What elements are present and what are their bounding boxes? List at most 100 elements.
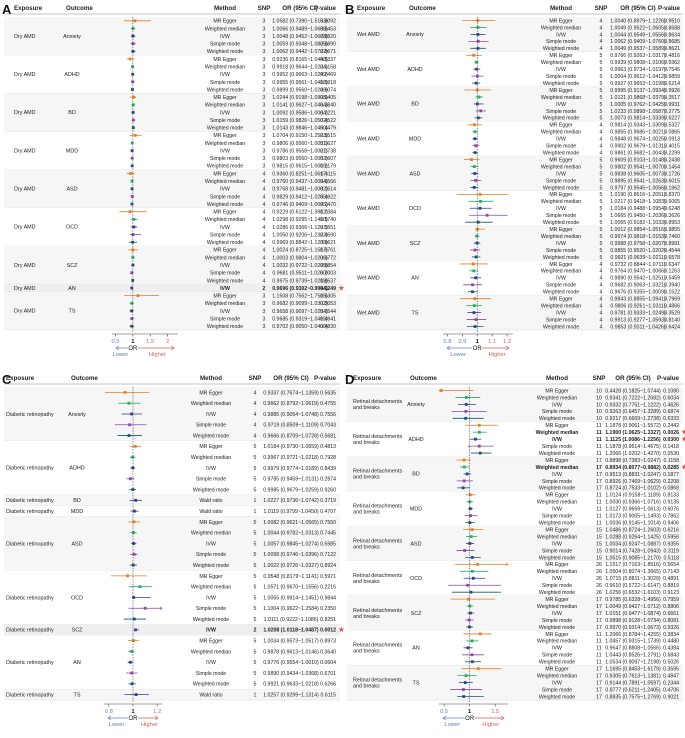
method-cell: MR Egger — [549, 192, 573, 198]
outcome-label: ADHD — [64, 72, 79, 78]
method-cell: IVW — [552, 472, 562, 478]
snp-cell: 5 — [254, 639, 257, 645]
or-ci-cell: 1.0208 (1.0118~1.0487) — [263, 628, 319, 634]
group-band — [347, 387, 683, 422]
header-or-ci: OR (95% CI) — [282, 5, 317, 12]
or-point — [471, 576, 475, 580]
or-ci-cell: 1.0124 (0.9158~1.1189) — [605, 493, 660, 499]
method-cell: Weighted mode — [207, 240, 243, 246]
or-point — [123, 390, 127, 394]
or-ci-cell: 0.9647 (0.8808~1.0566) — [605, 646, 661, 652]
or-point — [464, 402, 468, 406]
higher-label: Higher — [149, 352, 166, 358]
method-cell: MR Egger — [213, 171, 237, 177]
outcome-label: AN — [411, 276, 419, 282]
method-cell: Weighted mode — [207, 202, 243, 208]
snp-cell: 11 — [596, 639, 601, 645]
pvalue-cell: 0.7545 — [664, 67, 680, 73]
exposure-label: Diabetic retinopathy — [6, 498, 54, 504]
pvalue-cell: 0.3940 — [664, 283, 680, 289]
method-cell: Weighted mode — [207, 278, 243, 284]
or-ci-cell: 0.9305 (0.7613~1.1381) — [605, 674, 661, 680]
exposure-label: Dry AMD — [14, 148, 36, 154]
or-ci-cell: 1.0044 (0.9782~1.0313) — [263, 531, 319, 537]
header-method: Method — [200, 375, 222, 382]
header-or-ci: OR (95% CI) — [273, 375, 308, 382]
or-ci-cell: 1.0057 (0.9845~1.0274) — [263, 541, 319, 547]
or-point — [131, 118, 135, 122]
or-point — [439, 389, 443, 392]
pvalue-cell: 0.3529 — [664, 310, 680, 316]
group-band — [4, 689, 340, 700]
method-cell: Weighted mode — [207, 164, 243, 170]
group-band — [4, 387, 340, 441]
or-ci-cell: 0.9921 (0.9639~1.0211) — [610, 255, 665, 261]
or-ci-cell: 0.9732 (0.8844~1.0711) — [610, 262, 665, 268]
or-ci-cell: 0.9918 (0.9644~1.0224) — [272, 64, 328, 70]
snp-cell: 4 — [263, 202, 266, 208]
or-point — [129, 172, 133, 175]
or-point — [463, 549, 467, 552]
method-cell: Simple mode — [210, 316, 240, 322]
pvalue-cell: 0.8092 — [320, 19, 336, 25]
or-point — [469, 611, 472, 615]
x-tick-label: 1.5 — [146, 339, 154, 345]
or-ci-cell: 1.0127 (0.9659~1.0613) — [605, 507, 661, 513]
method-cell: Weighted median — [205, 103, 245, 109]
header-method: Method — [214, 5, 236, 12]
header-exposure: Exposure — [14, 5, 43, 12]
panel-a: A Exposure Outcome Method SNP OR (95% CI)P-va… — [2, 2, 345, 358]
snp-cell: 5 — [600, 95, 603, 101]
snp-cell: 1 — [254, 692, 257, 698]
method-cell: Weighted median — [191, 401, 231, 407]
pvalue-cell: 0.8973 — [320, 639, 336, 645]
exposure-label: Diabetic retinopathy — [6, 509, 54, 515]
or-ci-cell: 0.9229 (0.6122~1.3912) — [272, 210, 328, 216]
pvalue-cell: 0.4706 — [663, 687, 679, 693]
pvalue-cell: 0.9362 — [664, 60, 680, 66]
or-point — [476, 32, 480, 36]
outcome-label: AN — [73, 660, 81, 666]
pvalue-cell: 0.1263 — [664, 269, 680, 275]
or-point — [132, 552, 136, 556]
pvalue-cell: 0.2350 — [320, 606, 336, 612]
pvalue-cell: 0.2442 — [663, 423, 679, 429]
snp-cell: 4 — [600, 269, 603, 275]
snp-cell: 17 — [596, 479, 602, 485]
or-ci-cell: 0.9878 (0.9613~1.0146) — [263, 649, 319, 655]
pvalue-cell: 0.9859 — [664, 74, 680, 80]
pvalue-cell: 0.4115 — [321, 171, 337, 177]
method-cell: IVW — [556, 32, 566, 38]
or-ci-cell: 0.9658 (0.9097~1.0254) — [272, 309, 328, 315]
method-cell: Simple mode — [196, 477, 226, 483]
snp-cell: 4 — [263, 232, 266, 238]
or-point — [128, 57, 132, 61]
or-point — [464, 409, 468, 413]
header-outcome: Outcome — [71, 375, 98, 382]
or-ci-cell: 0.9217 (0.6669~1.2738) — [605, 416, 661, 422]
x-tick-label: 2 — [166, 339, 169, 345]
snp-cell: 5 — [254, 585, 257, 591]
or-point — [127, 434, 131, 437]
snp-cell: 5 — [254, 563, 257, 569]
or-point — [476, 562, 479, 566]
method-cell: Weighted mode — [207, 49, 243, 55]
method-cell: Weighted median — [205, 301, 245, 307]
snp-cell: 11 — [596, 437, 602, 443]
snp-cell: 4 — [263, 248, 266, 254]
or-point — [472, 186, 476, 189]
method-cell: IVW — [206, 660, 216, 666]
pvalue-cell: 0.0738 — [320, 148, 336, 154]
snp-cell: 5 — [600, 109, 603, 115]
header-exposure: Exposure — [357, 5, 386, 12]
snp-cell: 3 — [263, 64, 266, 70]
or-ci-cell: 0.9702 (0.9050~1.0400) — [272, 324, 328, 330]
exposure-label: and breaks — [353, 649, 380, 655]
method-cell: Weighted median — [541, 95, 581, 101]
pvalue-cell: 0.0913 — [664, 137, 680, 143]
or-ci-cell: 1.0217 (0.9418~1.1083) — [610, 199, 666, 205]
snp-cell: 4 — [263, 187, 266, 193]
method-cell: Weighted mode — [539, 555, 575, 561]
snp-cell: 10 — [596, 416, 602, 422]
